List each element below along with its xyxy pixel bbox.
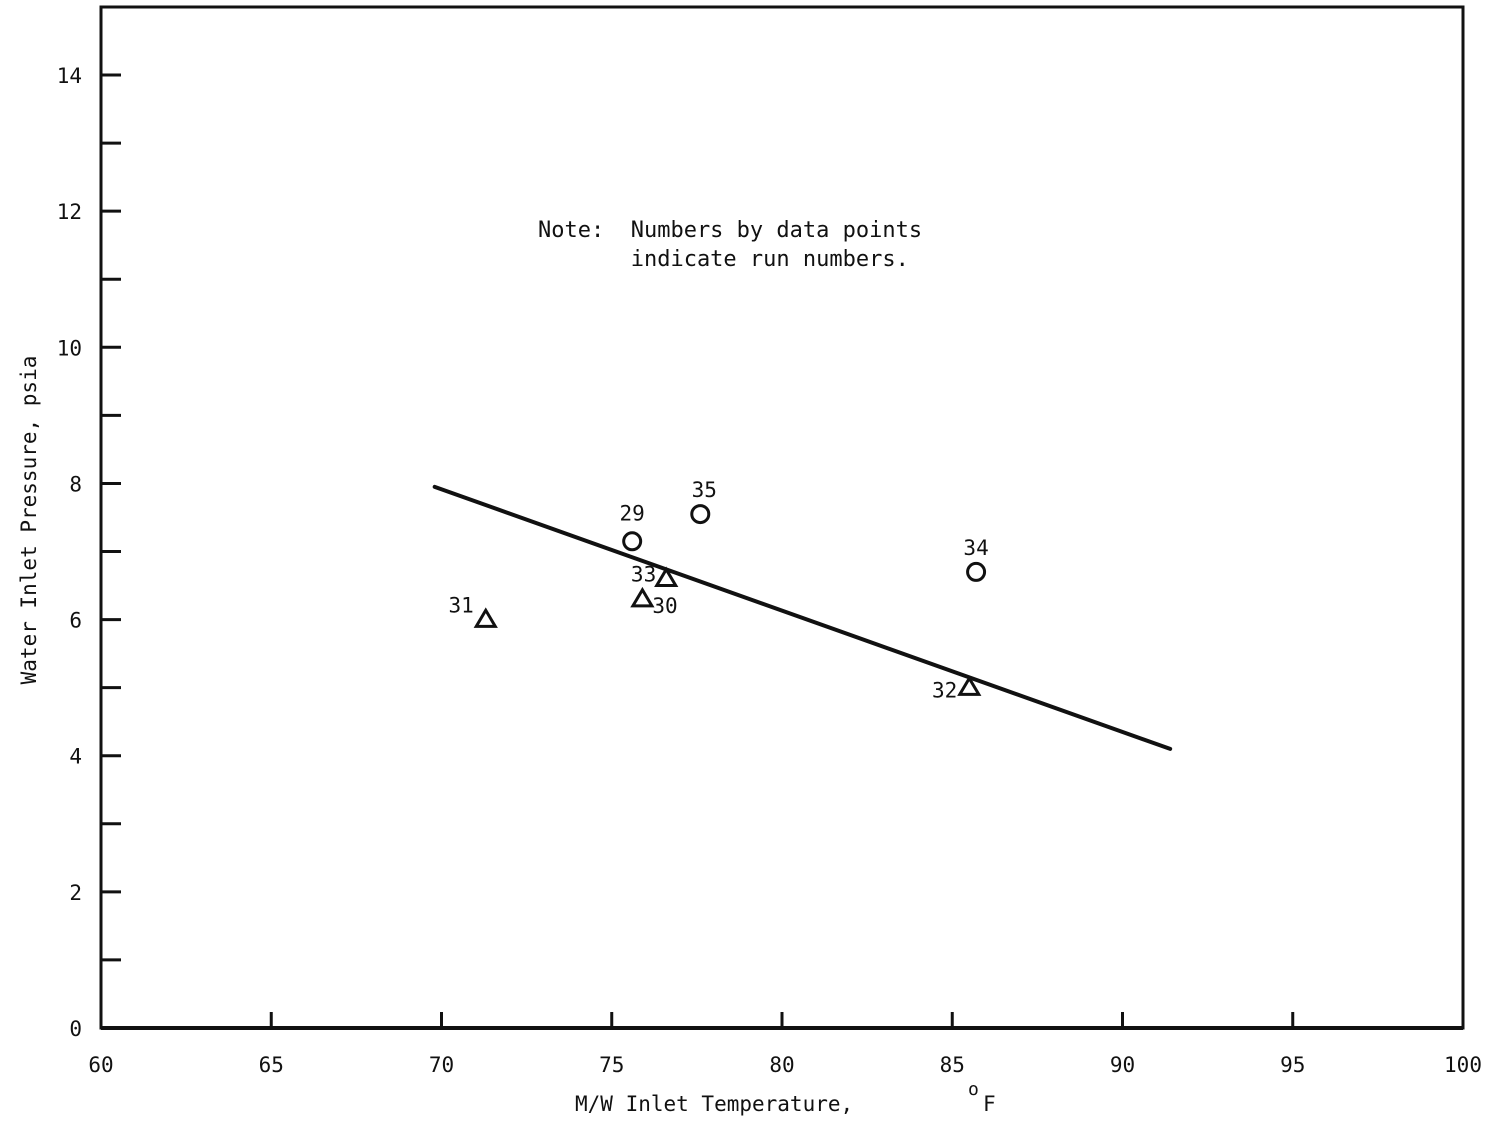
x-tick-label: 60 (88, 1053, 113, 1077)
point-label: 33 (631, 563, 656, 587)
y-axis-ticks: 0 2 4 6 8 10 12 14 (57, 64, 121, 1041)
y-tick-label: 12 (57, 200, 82, 224)
data-points (473, 504, 987, 696)
x-tick-label: 85 (940, 1053, 965, 1077)
circle-point (622, 531, 643, 552)
circle-point (966, 561, 987, 582)
x-tick-label: 95 (1280, 1053, 1305, 1077)
annotation-line-2: indicate run numbers. (538, 247, 909, 272)
point-label: 34 (963, 536, 988, 560)
x-axis-title: M/W Inlet Temperature, (575, 1092, 853, 1116)
y-tick-label: 2 (69, 881, 82, 905)
point-label: 29 (620, 501, 645, 525)
triangle-point (630, 586, 655, 608)
point-label: 30 (652, 594, 677, 618)
triangle-point (473, 607, 498, 628)
annotation-line-1: Note: Numbers by data points (538, 218, 922, 243)
point-label: 31 (448, 594, 473, 618)
y-tick-label: 8 (69, 472, 82, 496)
y-tick-label: 10 (57, 336, 82, 360)
point-label: 35 (692, 478, 717, 502)
x-axis-unit-superscript: o (968, 1079, 979, 1100)
point-labels: 29 35 34 31 30 33 32 (448, 478, 988, 703)
y-tick-label: 6 (69, 609, 82, 633)
x-tick-label: 65 (259, 1053, 284, 1077)
x-tick-label: 90 (1110, 1053, 1135, 1077)
y-tick-label: 14 (57, 64, 82, 88)
triangle-point (654, 566, 679, 587)
circle-point (690, 504, 711, 525)
y-tick-label: 4 (69, 745, 82, 769)
x-tick-label: 80 (769, 1053, 794, 1077)
x-tick-label: 100 (1444, 1053, 1482, 1077)
y-tick-label: 0 (69, 1017, 82, 1041)
point-label: 32 (932, 679, 957, 703)
x-tick-label: 70 (429, 1053, 454, 1077)
x-axis-ticks: 60 65 70 75 80 85 90 95 100 (88, 1012, 1482, 1077)
plot-frame (99, 5, 1465, 1030)
y-axis-title: Water Inlet Pressure, psia (17, 356, 41, 685)
x-tick-label: 75 (599, 1053, 624, 1077)
triangle-point (957, 675, 982, 696)
trend-line (432, 484, 1173, 751)
x-axis-unit: F (983, 1092, 996, 1116)
